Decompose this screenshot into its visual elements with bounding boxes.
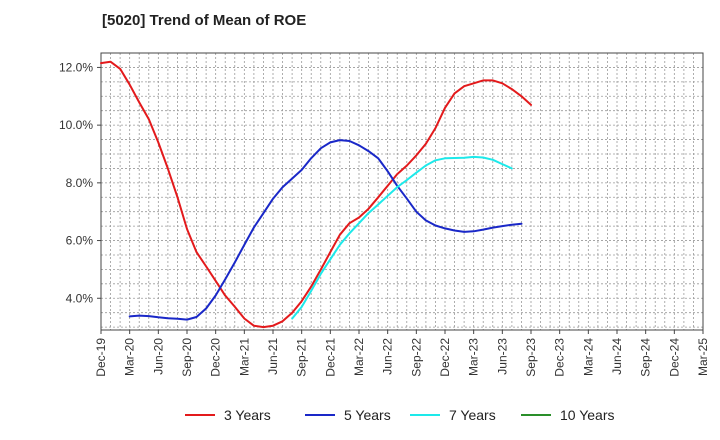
x-tick-label: Dec-22: [438, 338, 452, 377]
x-tick-label: Mar-24: [581, 338, 595, 376]
x-tick-label: Dec-20: [209, 338, 223, 377]
x-tick-label: Dec-23: [553, 338, 567, 377]
y-tick-label: 4.0%: [66, 291, 94, 305]
x-tick-label: Jun-21: [266, 338, 280, 375]
x-tick-label: Mar-21: [237, 338, 251, 376]
legend-label: 7 Years: [449, 407, 496, 423]
x-tick-label: Mar-20: [123, 338, 137, 376]
x-tick-label: Sep-23: [524, 338, 538, 377]
series-line-5-years: [128, 139, 523, 321]
x-tick-label: Mar-23: [467, 338, 481, 376]
x-tick-label: Mar-25: [696, 338, 710, 376]
x-tick-label: Dec-21: [323, 338, 337, 377]
x-tick-label: Sep-22: [409, 338, 423, 377]
legend-label: 5 Years: [344, 407, 391, 423]
x-tick-label: Sep-24: [639, 338, 653, 377]
x-tick-label: Mar-22: [352, 338, 366, 376]
x-tick-label: Sep-21: [295, 338, 309, 377]
plot-frame: [100, 52, 704, 331]
x-tick-label: Sep-20: [180, 338, 194, 377]
x-tick-label: Dec-24: [667, 338, 681, 377]
series-line-7-years: [291, 155, 513, 320]
x-tick-label: Jun-24: [610, 338, 624, 375]
series-line-3-years: [100, 60, 532, 329]
y-tick-label: 10.0%: [59, 118, 93, 132]
x-tick-label: Dec-19: [94, 338, 108, 377]
legend-label: 3 Years: [224, 407, 271, 423]
y-tick-label: 6.0%: [66, 234, 94, 248]
chart-title: [5020] Trend of Mean of ROE: [102, 12, 307, 29]
y-tick-label: 12.0%: [59, 60, 93, 74]
x-tick-label: Jun-23: [495, 338, 509, 375]
legend-label: 10 Years: [560, 407, 615, 423]
x-tick-label: Jun-22: [381, 338, 395, 375]
x-tick-label: Jun-20: [151, 338, 165, 375]
y-tick-label: 8.0%: [66, 176, 94, 190]
